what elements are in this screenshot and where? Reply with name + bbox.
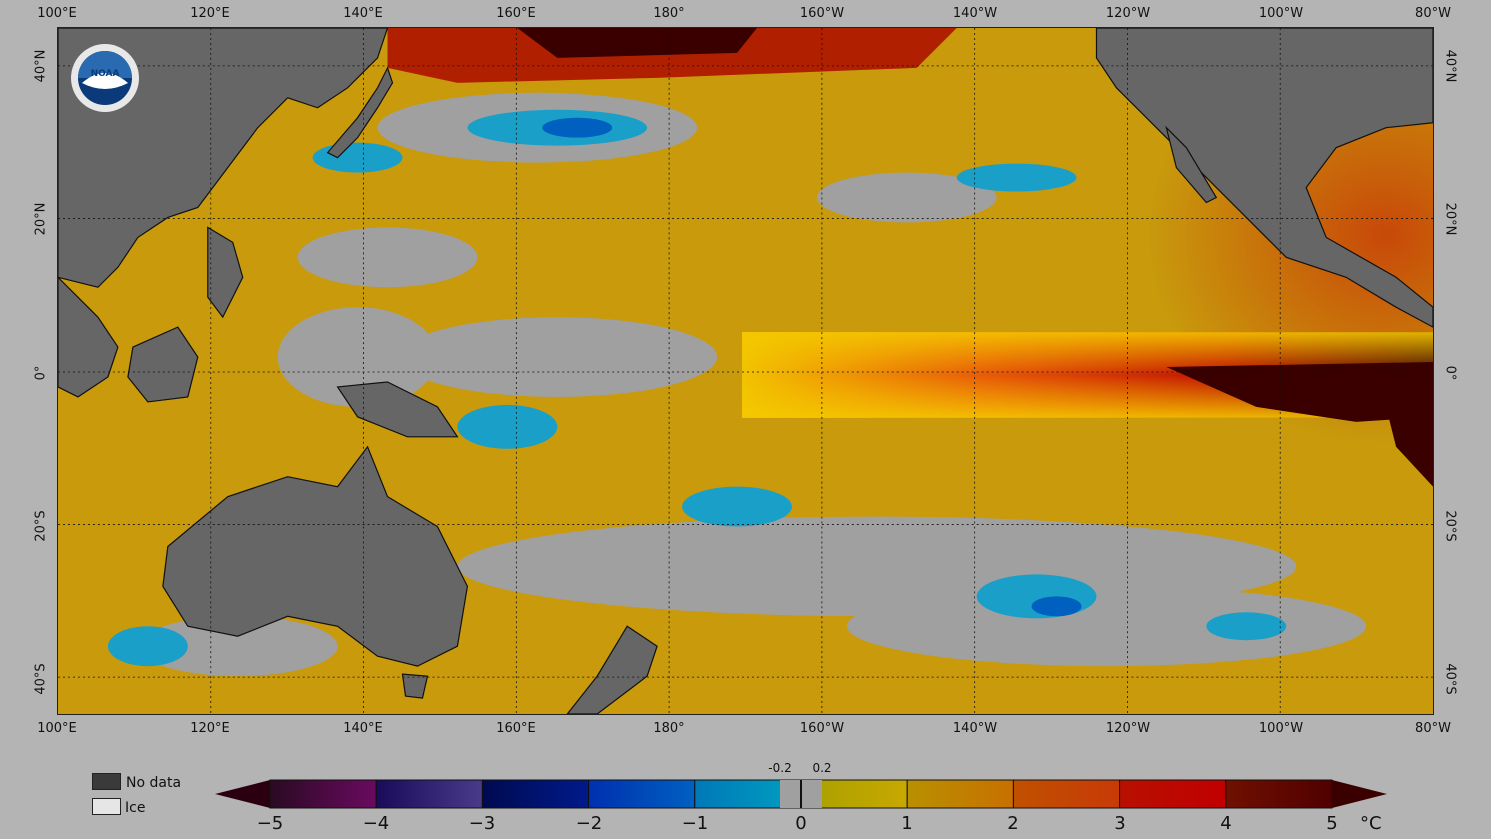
- extreme-anomaly-eastern-pacific: [1166, 362, 1433, 422]
- indochina-land: [58, 276, 119, 398]
- lat-label-left: 20°S: [33, 510, 49, 542]
- colorbar-tick-label: 1: [901, 813, 913, 834]
- lon-label-bottom: 160°E: [496, 721, 536, 736]
- ice-swatch: [92, 798, 121, 815]
- lat-label-right: 40°N: [1442, 49, 1458, 83]
- lon-label-top: 160°W: [799, 6, 845, 21]
- lon-label-top: 100°E: [37, 6, 77, 21]
- lat-label-left: 20°N: [33, 202, 49, 236]
- neutral-anomaly-patches: [137, 92, 1367, 677]
- anomaly-map: [57, 27, 1434, 715]
- colorbar-tick-label: −1: [681, 813, 709, 834]
- colorbar-tick-label: 3: [1114, 813, 1126, 834]
- colorbar-tick-label: −3: [468, 813, 496, 834]
- colorbar-tick-label: 5: [1326, 813, 1338, 834]
- new-zealand-land: [566, 625, 658, 714]
- lat-label-right: 20°N: [1442, 202, 1458, 236]
- colorbar-segment: [269, 779, 377, 809]
- colorbar-tick-label: −5: [256, 813, 284, 834]
- colorbar-neutral-high-label: 0.2: [812, 761, 832, 775]
- lon-label-bottom: 100°W: [1258, 721, 1304, 736]
- lon-label-bottom: 180°: [653, 721, 685, 736]
- colorbar-tick-label: 2: [1007, 813, 1019, 834]
- colorbar-tick-label: 4: [1220, 813, 1232, 834]
- colorbar-extend-high: [1332, 780, 1387, 808]
- noaa-logo-icon: NOAA: [71, 44, 139, 112]
- lon-label-top: 80°W: [1415, 6, 1451, 21]
- lon-label-bottom: 140°E: [343, 721, 383, 736]
- ice-label: Ice: [125, 800, 146, 816]
- lon-label-bottom: 140°W: [952, 721, 998, 736]
- lon-label-top: 140°W: [952, 6, 998, 21]
- philippines-land: [207, 226, 244, 319]
- lon-label-top: 180°: [653, 6, 685, 21]
- lat-label-left: 0°: [33, 365, 49, 381]
- svg-text:NOAA: NOAA: [91, 69, 120, 79]
- japan-land: [326, 66, 394, 159]
- lat-label-left: 40°S: [33, 663, 49, 695]
- colorbar-extend-low: [215, 780, 270, 808]
- lat-label-right: 20°S: [1442, 510, 1458, 542]
- lon-label-bottom: 120°W: [1105, 721, 1151, 736]
- north-america-land: [1095, 28, 1433, 328]
- lat-label-right: 0°: [1442, 365, 1458, 381]
- lon-label-bottom: 80°W: [1415, 721, 1451, 736]
- colorbar-tick-label: −2: [575, 813, 603, 834]
- lat-label-right: 40°S: [1442, 663, 1458, 695]
- colorbar-segment: [481, 779, 590, 809]
- lon-label-top: 120°E: [190, 6, 230, 21]
- tasmania-land: [401, 673, 429, 699]
- lon-label-bottom: 120°E: [190, 721, 230, 736]
- colorbar-neutral-low-label: -0.2: [768, 761, 792, 775]
- colorbar-unit-label: °C: [1360, 813, 1382, 834]
- warm-anomaly-kuroshio: [387, 28, 957, 83]
- no-data-label: No data: [126, 775, 182, 791]
- colorbar-segment: [588, 779, 696, 809]
- deep-cool-anomaly-patches: [542, 117, 1082, 617]
- asia-land: [58, 28, 389, 288]
- colorbar-segment: [375, 779, 483, 809]
- new-guinea-land: [336, 381, 459, 438]
- no-data-swatch: [92, 773, 121, 790]
- extreme-anomaly-kuroshio: [517, 28, 757, 58]
- sst-anomaly-field: [58, 28, 1433, 714]
- baja-land: [1165, 125, 1218, 204]
- borneo-land: [127, 326, 199, 403]
- lon-label-bottom: 160°W: [799, 721, 845, 736]
- colorbar-segment: [1225, 779, 1333, 809]
- colorbar-segment: [1012, 779, 1121, 809]
- land-masses: [58, 28, 1433, 714]
- australia-land: [162, 445, 469, 667]
- lat-label-left: 40°N: [33, 49, 49, 83]
- lon-label-top: 160°E: [496, 6, 536, 21]
- lon-label-bottom: 100°E: [37, 721, 77, 736]
- colorbar-segment: [1119, 779, 1227, 809]
- lon-label-top: 120°W: [1105, 6, 1151, 21]
- colorbar: [215, 779, 1387, 809]
- colorbar-segment: [906, 779, 1014, 809]
- lon-label-top: 100°W: [1258, 6, 1304, 21]
- colorbar-tick-label: −4: [362, 813, 390, 834]
- lon-label-top: 140°E: [343, 6, 383, 21]
- colorbar-tick-label: 0: [795, 813, 807, 834]
